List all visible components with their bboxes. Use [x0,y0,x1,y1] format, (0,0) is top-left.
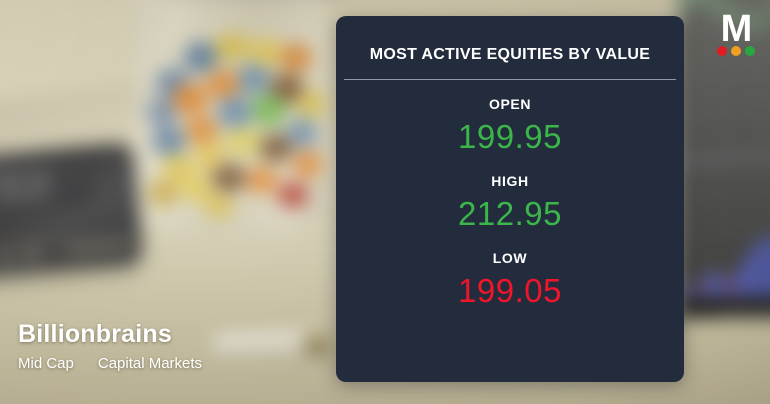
stat-open-value: 199.95 [458,118,562,155]
company-name: Billionbrains [18,319,173,348]
candy-pile [146,34,326,220]
stat-open-label: OPEN [488,96,532,112]
company-tags: Mid Cap Capital Markets [18,355,202,372]
smartphone-screen [0,159,94,214]
logo-dots [712,46,760,56]
stat-open: OPEN 199.95 [336,96,684,156]
company-tag-sector: Capital Markets [97,355,203,372]
stat-low: LOW 199.05 [336,250,684,310]
stat-high: HIGH 212.95 [336,173,684,233]
logo-dot-orange-icon [731,46,741,56]
wall-background [0,0,770,6]
stat-low-value: 199.05 [458,272,562,309]
logo-dot-red-icon [717,46,727,56]
stat-high-value: 212.95 [458,195,562,232]
company-info: Billionbrains Mid Cap Capital Markets [18,319,202,372]
brand-logo: M [712,8,760,58]
logo-letter: M [720,8,753,50]
stats-panel: MOST ACTIVE EQUITIES BY VALUE OPEN 199.9… [336,16,684,382]
panel-title: MOST ACTIVE EQUITIES BY VALUE [369,46,651,63]
logo-dot-green-icon [745,46,755,56]
panel-divider [344,79,676,80]
monitor-stand [718,310,770,318]
stats-list: OPEN 199.95 HIGH 212.95 LOW 199.05 [336,80,684,310]
stylus-pen-band [303,332,331,356]
stat-high-label: HIGH [491,173,529,189]
stat-low-label: LOW [492,250,528,266]
smartphone [0,141,143,281]
company-tag-market-cap: Mid Cap [18,355,74,372]
